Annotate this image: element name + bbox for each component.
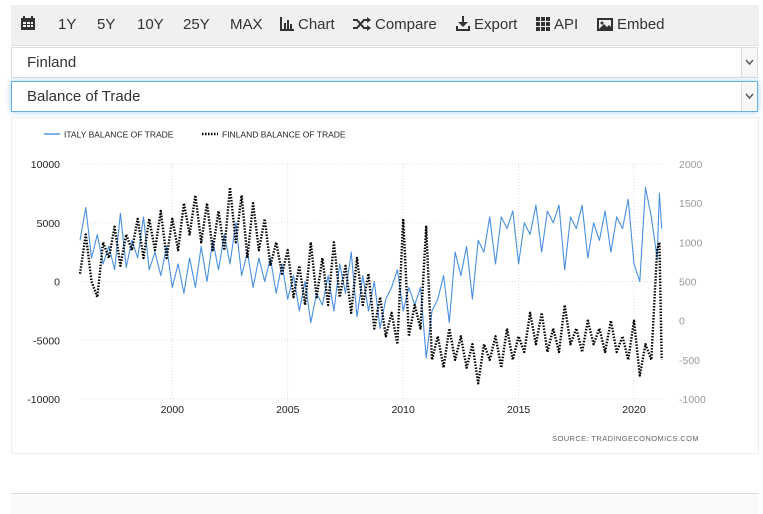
compare-label: Compare [375, 16, 437, 33]
image-icon [597, 18, 613, 31]
legend-label: FINLAND BALANCE OF TRADE [222, 130, 346, 140]
indicator-chevron-down-icon [741, 82, 757, 111]
balance-of-trade-chart: 1000050000-5000-100002000150010005000-50… [27, 130, 706, 444]
calendar-button[interactable] [20, 5, 40, 45]
series-line-italy [79, 186, 663, 359]
embed-label: Embed [617, 16, 665, 33]
bar-chart-icon [280, 17, 294, 31]
y-right-tick-label: 2000 [679, 159, 703, 171]
country-chevron-down-icon [741, 48, 757, 77]
indicator-select-value: Balance of Trade [27, 88, 141, 105]
range-25y-button[interactable]: 25Y [183, 16, 210, 33]
y-right-tick-label: 500 [679, 277, 697, 289]
indicator-select[interactable]: Balance of Trade [11, 81, 758, 112]
calendar-icon [21, 16, 35, 30]
api-label: API [554, 16, 579, 33]
y-left-tick-label: 5000 [37, 218, 61, 230]
country-select-value: Finland [27, 54, 77, 71]
y-right-tick-label: -1000 [679, 394, 706, 406]
bottom-panel [11, 493, 759, 514]
embed-button[interactable]: Embed [597, 5, 665, 45]
y-right-tick-label: 1000 [679, 237, 703, 249]
x-tick-label: 2005 [276, 404, 300, 416]
download-icon [456, 16, 470, 31]
chart-button[interactable]: Chart [280, 5, 335, 45]
y-left-tick-label: -5000 [33, 335, 60, 347]
country-select[interactable]: Finland [11, 47, 758, 78]
grid-icon [536, 17, 550, 31]
y-left-tick-label: 0 [54, 277, 60, 289]
compare-button[interactable]: Compare [353, 5, 437, 45]
range-max-button[interactable]: MAX [230, 16, 263, 33]
y-right-tick-label: 1500 [679, 198, 703, 210]
y-left-tick-label: 10000 [31, 159, 60, 171]
y-right-tick-label: -500 [679, 355, 700, 367]
shuffle-icon [353, 17, 371, 31]
range-5y-button[interactable]: 5Y [97, 16, 116, 33]
legend-label: ITALY BALANCE OF TRADE [64, 130, 174, 140]
range-1y-button[interactable]: 1Y [58, 16, 77, 33]
toolbar: 1Y 5Y 10Y 25Y MAX Chart Compare Export [11, 5, 759, 46]
y-left-tick-label: -10000 [27, 394, 60, 406]
x-tick-label: 2020 [622, 404, 646, 416]
y-right-tick-label: 0 [679, 316, 685, 328]
api-button[interactable]: API [536, 5, 578, 45]
export-button[interactable]: Export [456, 5, 517, 45]
x-tick-label: 2000 [161, 404, 185, 416]
series-line-finland [78, 186, 663, 385]
x-tick-label: 2010 [391, 404, 415, 416]
range-10y-button[interactable]: 10Y [137, 16, 164, 33]
export-label: Export [474, 16, 518, 33]
x-tick-label: 2015 [507, 404, 531, 416]
chart-label: Chart [298, 16, 335, 33]
chart-source-label: SOURCE: TRADINGECONOMICS.COM [552, 434, 699, 443]
chart-panel: 10000 5000 0 -5000 -10000 2000 1500 1000 500 0 -50… [11, 117, 759, 454]
